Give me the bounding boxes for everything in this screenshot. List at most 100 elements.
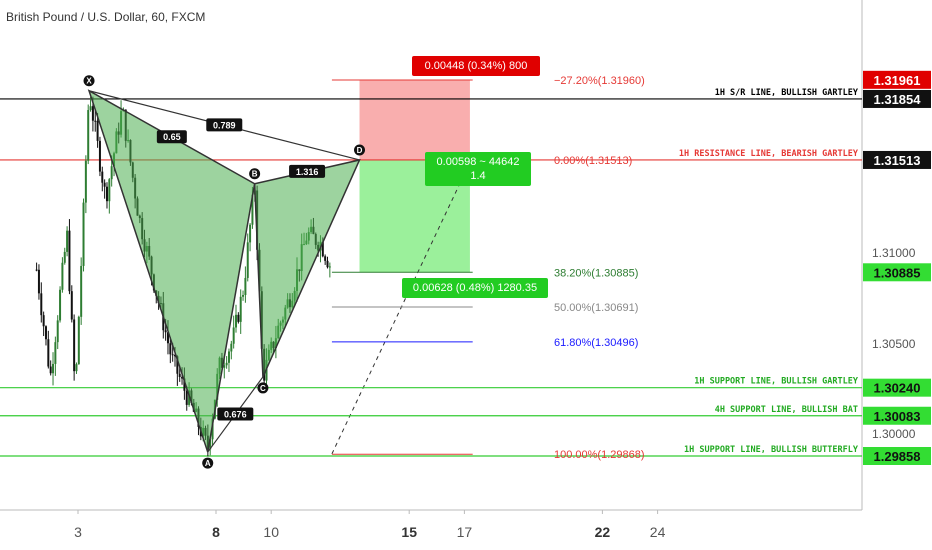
x-tick-0: 3 xyxy=(74,524,82,540)
candle-body-17 xyxy=(75,364,78,372)
candle-body-4 xyxy=(44,326,47,340)
candle-body-18 xyxy=(77,316,80,365)
y-tick-1: 1.30500 xyxy=(872,337,916,351)
ratio-badge-1 xyxy=(206,118,243,132)
candle-body-90 xyxy=(246,242,249,278)
entry-info-box xyxy=(425,152,531,186)
price-tag-label-5: 1.30083 xyxy=(874,409,921,424)
hline-label-0: 1H S/R LINE, BULLISH GARTLEY xyxy=(715,88,859,98)
fib-label-0: −27.20%(1.31960) xyxy=(554,75,645,87)
ratio-label-3: 0.676 xyxy=(224,410,247,420)
candle-body-21 xyxy=(84,160,87,203)
hline-label-3: 4H SUPPORT LINE, BULLISH BAT xyxy=(715,405,858,415)
price-tag-5 xyxy=(863,406,931,425)
candle-body-83 xyxy=(230,343,233,352)
x-tick-5: 22 xyxy=(595,524,611,540)
price-tag-6 xyxy=(863,447,931,465)
entry-info-text-0: 0.00598 ~ 44642 xyxy=(437,156,520,168)
target-info-text-0: 0.00628 (0.48%) 1280.35 xyxy=(413,282,537,294)
candle-body-22 xyxy=(87,110,90,161)
ratio-label-0: 0.65 xyxy=(163,132,181,142)
price-tag-label-2: 1.31513 xyxy=(874,153,921,168)
price-tag-2 xyxy=(863,150,931,169)
candle-body-75 xyxy=(211,418,214,440)
pattern-xab-triangle xyxy=(87,89,256,453)
candle-body-59 xyxy=(174,354,177,357)
candle-body-20 xyxy=(82,202,85,266)
fib-label-1: 0.00%(1.31513) xyxy=(554,155,632,167)
price-tag-label-3: 1.30885 xyxy=(874,265,921,280)
candle-body-58 xyxy=(171,354,174,356)
candle-body-64 xyxy=(185,390,188,405)
target-info-box xyxy=(402,278,548,298)
stop-info-text-0: 0.00448 (0.34%) 800 xyxy=(425,60,528,72)
stop-loss-zone xyxy=(359,80,470,160)
candle-body-92 xyxy=(251,194,254,225)
candle-body-11 xyxy=(61,262,64,290)
candle-body-81 xyxy=(225,362,228,366)
point-marker-b xyxy=(249,168,261,180)
chart-title: British Pound / U.S. Dollar, 60, FXCM xyxy=(6,10,206,24)
stop-info-box xyxy=(412,56,540,76)
y-tick-0: 1.31000 xyxy=(872,246,916,260)
candle-body-9 xyxy=(56,320,59,343)
candle-body-91 xyxy=(249,224,252,243)
candle-body-31 xyxy=(108,179,111,202)
candle-body-8 xyxy=(54,342,57,364)
pattern-bcd-triangle xyxy=(253,158,361,378)
x-tick-2: 10 xyxy=(263,524,279,540)
candle-body-12 xyxy=(63,251,66,263)
candle-body-1 xyxy=(37,269,40,294)
candle-body-10 xyxy=(59,289,62,321)
price-tag-label-4: 1.30240 xyxy=(874,381,921,396)
point-label-c: C xyxy=(260,384,266,393)
price-tag-4 xyxy=(863,378,931,397)
fib-label-2: 38.20%(1.30885) xyxy=(554,267,638,279)
hline-label-4: 1H SUPPORT LINE, BULLISH BUTTERFLY xyxy=(684,445,859,455)
candle-body-29 xyxy=(103,182,106,187)
fib-label-3: 50.00%(1.30691) xyxy=(554,302,638,314)
candle-body-57 xyxy=(169,343,172,355)
point-marker-d xyxy=(354,144,366,156)
candle-body-61 xyxy=(178,373,181,377)
price-tag-3 xyxy=(863,263,931,282)
candle-body-56 xyxy=(166,332,169,344)
candle-body-123 xyxy=(324,256,327,261)
ratio-badge-3 xyxy=(217,407,254,421)
candle-body-122 xyxy=(321,241,324,257)
x-tick-4: 17 xyxy=(457,524,473,540)
candle-body-89 xyxy=(244,277,247,295)
x-tick-3: 15 xyxy=(401,524,417,540)
point-label-d: D xyxy=(357,146,363,155)
candle-body-0 xyxy=(35,269,38,271)
x-tick-6: 24 xyxy=(650,524,666,540)
price-tag-label-6: 1.29858 xyxy=(874,449,921,464)
candle-body-3 xyxy=(42,315,45,327)
projection-dashed-line xyxy=(331,162,471,455)
candle-body-55 xyxy=(164,330,167,333)
point-marker-a xyxy=(202,457,214,469)
candle-body-80 xyxy=(223,365,226,368)
candle-body-32 xyxy=(110,166,113,180)
candle-body-16 xyxy=(73,319,76,372)
hline-label-1: 1H RESISTANCE LINE, BEARISH GARTLEY xyxy=(679,149,859,159)
point-marker-x xyxy=(83,75,95,87)
ratio-badge-0 xyxy=(156,130,187,144)
candle-body-88 xyxy=(242,294,245,297)
candle-body-30 xyxy=(105,186,108,202)
fib-label-5: 100.00%(1.29868) xyxy=(554,449,645,461)
candle-body-85 xyxy=(235,314,238,328)
price-tag-label-1: 1.31854 xyxy=(874,92,922,107)
point-label-x: X xyxy=(86,77,92,86)
candle-body-125 xyxy=(328,266,331,268)
entry-info-text-1: 1.4 xyxy=(470,170,485,182)
point-marker-c xyxy=(257,382,269,394)
x-tick-1: 8 xyxy=(212,524,220,540)
candle-body-2 xyxy=(40,293,43,316)
candle-body-5 xyxy=(47,339,50,367)
candle-body-19 xyxy=(80,265,83,317)
candle-body-60 xyxy=(176,356,179,374)
candle-body-74 xyxy=(209,439,212,450)
candle-body-124 xyxy=(326,260,329,268)
